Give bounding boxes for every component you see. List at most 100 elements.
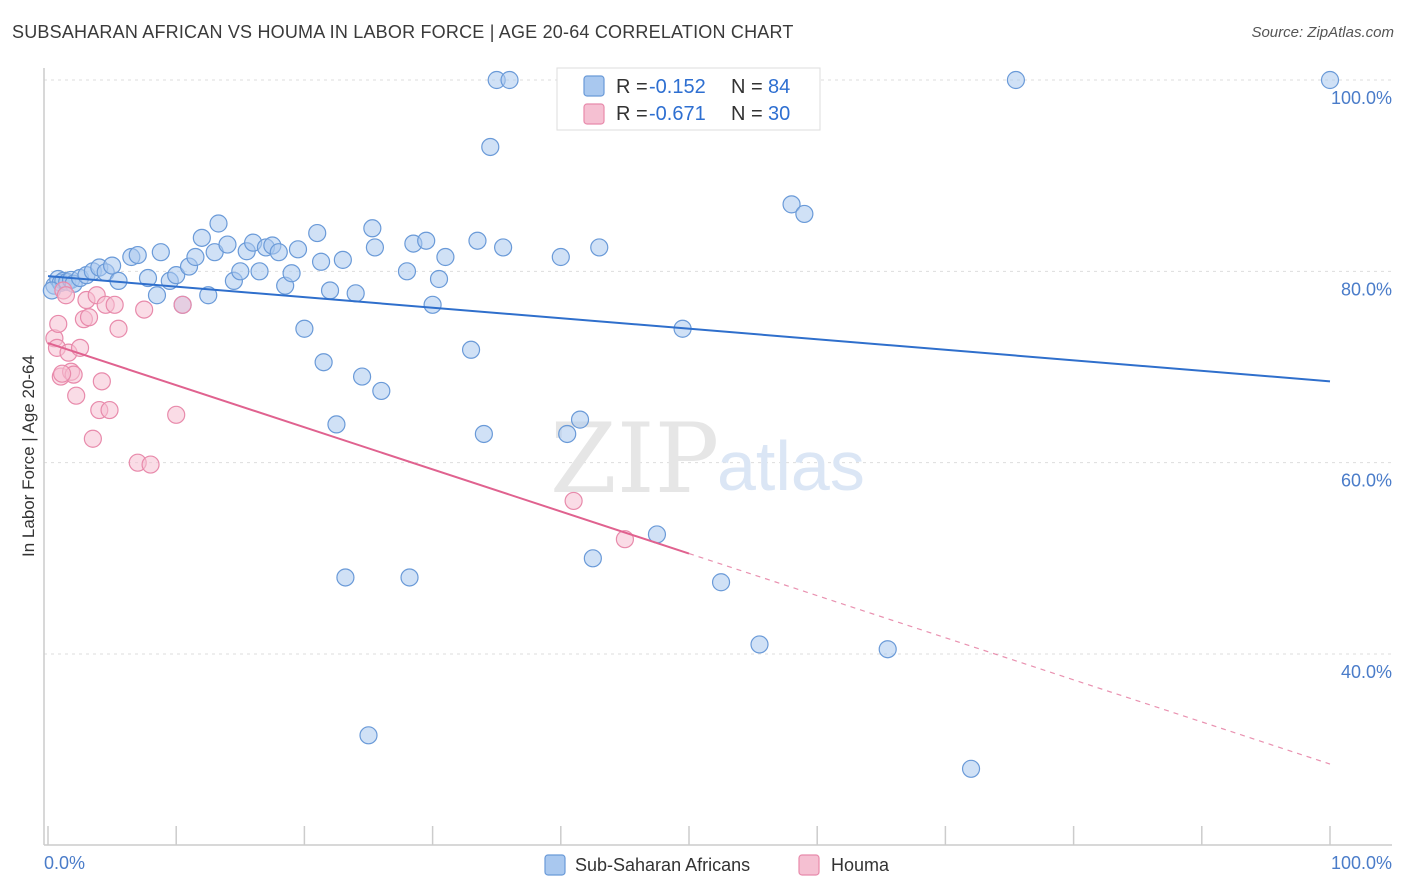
grid-lines	[44, 79, 1392, 655]
legend-n-value-2: 30	[768, 103, 790, 125]
data-point	[49, 314, 68, 334]
data-point	[186, 247, 205, 267]
watermark-atlas: atlas	[717, 427, 865, 505]
data-point	[564, 491, 583, 511]
legend-box: R = -0.152 N = 84 R = -0.671 N = 30	[556, 67, 821, 131]
legend-swatch-blue	[583, 75, 605, 97]
data-point	[961, 759, 981, 778]
bottom-legend-label-2: Houma	[831, 855, 890, 875]
data-point	[250, 262, 269, 281]
data-point	[372, 381, 391, 401]
y-tick-label: 100.0%	[1331, 88, 1392, 108]
data-point	[570, 410, 590, 429]
data-point	[218, 235, 237, 254]
bottom-legend-label-1: Sub-Saharan Africans	[575, 855, 750, 875]
data-point	[461, 340, 481, 359]
legend-n-label-1: N =	[731, 76, 763, 98]
data-point	[199, 286, 218, 305]
y-tick-label: 60.0%	[1341, 471, 1392, 491]
bottom-legend-swatch-blue	[544, 854, 566, 876]
data-point	[79, 308, 99, 327]
data-point	[429, 269, 449, 289]
data-point	[359, 726, 378, 745]
data-point	[711, 573, 731, 592]
data-point	[363, 219, 382, 238]
data-point	[346, 284, 365, 303]
y-tick-labels: 100.0% 80.0% 60.0% 40.0%	[1331, 88, 1392, 682]
legend-n-label-2: N =	[731, 103, 763, 125]
data-point	[423, 295, 442, 314]
trend-line-houma	[47, 342, 690, 555]
data-point	[56, 286, 76, 305]
data-point	[795, 204, 814, 224]
data-point	[336, 568, 355, 587]
data-point	[192, 228, 211, 247]
data-point	[327, 415, 346, 434]
x-axis-ticks	[47, 826, 1331, 845]
data-point	[167, 266, 186, 285]
data-point	[83, 429, 102, 448]
data-point	[105, 295, 124, 314]
series-houma-points	[45, 281, 635, 549]
data-point	[397, 262, 417, 281]
data-point	[138, 268, 158, 288]
bottom-legend: Sub-Saharan Africans Houma	[544, 854, 890, 876]
data-point	[558, 424, 577, 444]
data-point	[583, 549, 602, 568]
data-point	[782, 195, 801, 214]
data-point	[109, 319, 128, 338]
chart-source: Source: ZipAtlas.com	[1251, 24, 1394, 41]
data-point	[92, 372, 111, 391]
data-point	[474, 424, 493, 444]
trend-lines	[47, 275, 1331, 765]
data-point	[468, 231, 487, 250]
chart-title: SUBSAHARAN AFRICAN VS HOUMA IN LABOR FOR…	[12, 22, 794, 42]
data-point	[400, 568, 419, 587]
legend-r-value-2: -0.671	[649, 103, 706, 125]
data-point	[167, 405, 186, 424]
data-point	[173, 295, 192, 314]
data-point	[551, 247, 570, 267]
data-point	[878, 640, 897, 659]
data-point	[333, 250, 352, 269]
trend-line-sub-saharan	[47, 275, 1331, 383]
x-tick-label-min: 0.0%	[44, 853, 85, 873]
data-point	[494, 238, 513, 257]
data-point	[102, 256, 122, 275]
series-sub-saharan-points	[42, 70, 1340, 778]
data-point	[231, 262, 250, 281]
y-tick-label: 80.0%	[1341, 279, 1392, 299]
data-point	[352, 367, 372, 386]
data-point	[365, 238, 385, 257]
data-point	[481, 137, 500, 157]
data-point	[288, 240, 308, 259]
y-tick-label: 40.0%	[1341, 662, 1392, 682]
watermark: ZIP atlas	[550, 403, 865, 515]
data-point	[1320, 70, 1340, 90]
legend-n-value-1: 84	[768, 76, 790, 98]
x-tick-label-max: 100.0%	[1331, 853, 1392, 873]
data-point	[311, 252, 331, 271]
y-axis-label: In Labor Force | Age 20-64	[19, 355, 38, 557]
data-point	[135, 300, 154, 319]
legend-r-label-1: R =	[616, 76, 648, 98]
bottom-legend-swatch-pink	[798, 854, 820, 876]
data-point	[417, 231, 436, 250]
data-point	[269, 243, 288, 262]
data-point	[282, 264, 301, 283]
data-point	[141, 455, 160, 474]
data-point	[147, 286, 167, 305]
legend-swatch-pink	[583, 103, 605, 125]
data-point	[750, 635, 769, 654]
legend-r-label-2: R =	[616, 103, 648, 125]
data-point	[53, 364, 72, 383]
data-point	[295, 319, 314, 338]
data-point	[1006, 70, 1026, 90]
data-point	[500, 70, 519, 90]
data-point	[590, 238, 609, 257]
axes	[43, 68, 1392, 846]
data-point	[308, 223, 327, 243]
data-point	[128, 245, 147, 265]
data-point	[100, 400, 119, 420]
